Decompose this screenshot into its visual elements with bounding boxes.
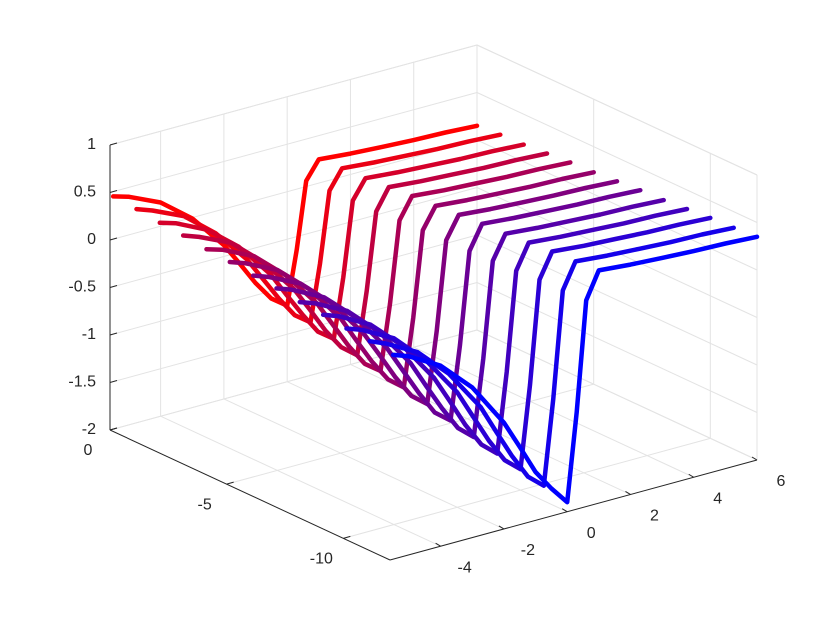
z-tick-label: -1.5	[68, 374, 96, 391]
x-tick-label: -4	[458, 559, 472, 576]
x-tick	[625, 491, 631, 495]
z-tick	[109, 190, 118, 193]
y-tick-label: 0	[84, 442, 93, 459]
grid-line	[476, 329, 758, 461]
y-tick-label: -5	[198, 496, 212, 513]
x-tick-label: 0	[587, 525, 596, 542]
z-tick-label: -0.5	[68, 279, 96, 296]
x-tick-label: 6	[777, 473, 786, 490]
z-tick-label: -2	[82, 421, 96, 438]
x-tick-label: -2	[521, 542, 535, 559]
z-tick	[109, 332, 118, 336]
grid-line	[476, 282, 758, 413]
grid-line	[343, 437, 711, 539]
box-edge	[476, 44, 758, 176]
z-tick	[109, 142, 118, 146]
y-tick	[109, 427, 118, 431]
data-curve	[320, 206, 690, 456]
grid-line	[109, 187, 478, 288]
x-tick	[435, 542, 441, 547]
y-tick	[226, 481, 234, 485]
grid-line	[226, 383, 594, 485]
z-tick	[109, 380, 118, 383]
x-tick	[688, 473, 694, 478]
z-tick-label: 0	[87, 231, 96, 248]
grid-line	[160, 415, 441, 547]
x-tick	[561, 508, 568, 513]
z-tick-label: 1	[87, 136, 96, 153]
grid-line	[109, 92, 478, 193]
y-tick-label: -10	[310, 551, 333, 568]
x-tick-label: 2	[650, 508, 659, 525]
z-tick-label: -1	[82, 326, 96, 343]
x-tick	[498, 525, 505, 530]
z-tick	[109, 285, 118, 288]
z-tick-label: 0.5	[74, 184, 96, 201]
y-tick	[343, 535, 351, 539]
box-edge	[109, 44, 478, 146]
x-axis	[389, 459, 758, 561]
y-axis	[109, 429, 391, 561]
z-tick	[109, 237, 118, 241]
grid-line	[109, 329, 478, 431]
x-tick	[751, 456, 758, 461]
x-tick-label: 4	[713, 490, 722, 507]
data-curve	[390, 234, 760, 505]
grid-line	[476, 92, 758, 223]
